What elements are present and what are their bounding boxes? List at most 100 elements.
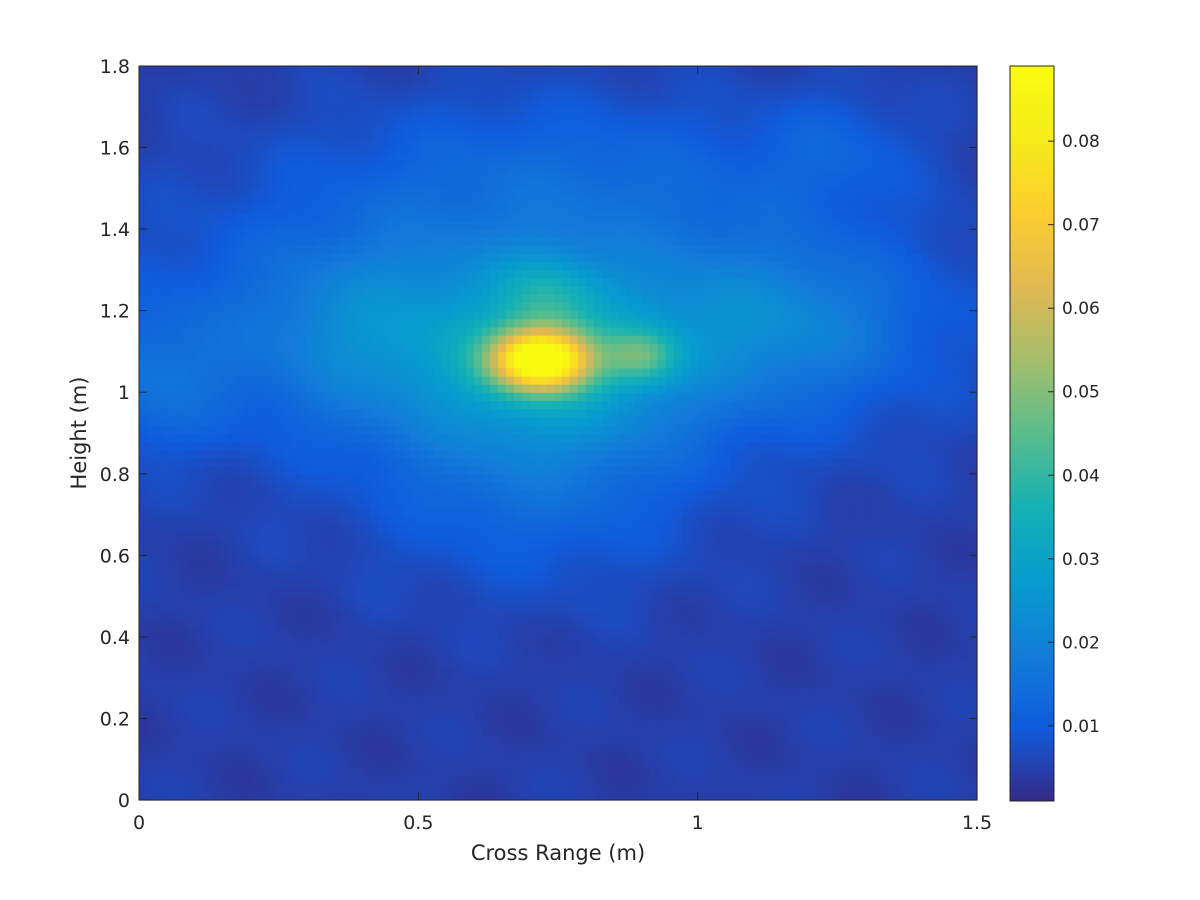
heatmap-cell — [881, 441, 890, 450]
heatmap-cell — [769, 457, 779, 467]
heatmap-cell — [506, 596, 515, 605]
heatmap-cell — [849, 514, 858, 524]
heatmap-cell — [881, 710, 890, 720]
heatmap-cell — [913, 791, 922, 801]
heatmap-cell — [865, 677, 874, 687]
heatmap-cell — [961, 775, 970, 785]
heatmap-cell — [498, 636, 507, 646]
heatmap-cell — [697, 677, 707, 687]
heatmap-cell — [913, 702, 922, 711]
heatmap-cell — [761, 473, 771, 483]
heatmap-cell — [697, 710, 707, 720]
heatmap-cell — [154, 759, 164, 768]
heatmap-cell — [282, 522, 292, 532]
heatmap-cell — [226, 539, 236, 548]
heatmap-cell — [170, 596, 180, 605]
heatmap-cell — [825, 416, 834, 426]
heatmap-cell — [641, 457, 651, 467]
heatmap-cell — [258, 481, 268, 491]
heatmap-cell — [426, 473, 435, 483]
heatmap-cell — [394, 563, 403, 573]
heatmap-cell — [713, 465, 723, 475]
heatmap-cell — [466, 433, 475, 442]
heatmap-cell — [873, 751, 882, 760]
heatmap-cell — [753, 751, 763, 760]
heatmap-cell — [266, 734, 276, 744]
heatmap-cell — [546, 702, 555, 711]
heatmap-cell — [386, 539, 395, 548]
heatmap-cell — [490, 506, 499, 516]
heatmap-cell — [849, 522, 858, 532]
heatmap-cell — [394, 783, 403, 793]
heatmap-cell — [929, 791, 938, 801]
heatmap-cell — [514, 693, 523, 703]
heatmap-cell — [522, 579, 531, 589]
heatmap-cell — [705, 783, 715, 793]
heatmap-cell — [833, 734, 842, 744]
heatmap-cell — [769, 416, 779, 426]
heatmap-cell — [474, 685, 483, 695]
heatmap-cell — [841, 742, 850, 752]
heatmap-cell — [450, 726, 459, 736]
heatmap-cell — [242, 669, 252, 679]
heatmap-cell — [673, 661, 683, 671]
heatmap-cell — [442, 465, 451, 475]
heatmap-cell — [170, 726, 180, 736]
heatmap-cell — [921, 563, 930, 573]
heatmap-cell — [139, 718, 148, 728]
heatmap-cell — [202, 539, 212, 548]
heatmap-cell — [250, 693, 260, 703]
heatmap-cell — [330, 702, 340, 711]
heatmap-cell — [569, 604, 579, 614]
heatmap-cell — [745, 791, 755, 801]
heatmap-cell — [338, 449, 348, 459]
heatmap-cell — [801, 677, 810, 687]
heatmap-cell — [721, 791, 731, 801]
heatmap-cell — [617, 791, 627, 801]
heatmap-cell — [849, 539, 858, 548]
heatmap-cell — [953, 669, 962, 679]
heatmap-cell — [969, 555, 978, 565]
heatmap-cell — [530, 710, 539, 720]
heatmap-cell — [170, 791, 180, 801]
heatmap-cell — [434, 522, 443, 532]
heatmap-cell — [466, 612, 475, 622]
heatmap-cell — [945, 710, 954, 720]
heatmap-cell — [346, 530, 356, 540]
heatmap-cell — [673, 767, 683, 777]
heatmap-cell — [625, 767, 635, 777]
heatmap-cell — [681, 587, 691, 597]
heatmap-cell — [154, 742, 164, 752]
heatmap-cell — [689, 775, 699, 785]
heatmap-cell — [490, 449, 499, 459]
heatmap-cell — [146, 693, 156, 703]
heatmap-cell — [825, 612, 834, 622]
heatmap-cell — [450, 604, 459, 614]
heatmap-cell — [402, 579, 411, 589]
heatmap-cell — [825, 775, 834, 785]
heatmap-cell — [649, 620, 659, 630]
heatmap-cell — [274, 751, 284, 760]
heatmap-cell — [482, 481, 491, 491]
heatmap-cell — [729, 783, 739, 793]
heatmap-cell — [593, 424, 603, 434]
heatmap-cell — [713, 441, 723, 450]
heatmap-cell — [825, 587, 834, 597]
heatmap-cell — [354, 441, 364, 450]
heatmap-cell — [354, 693, 364, 703]
heatmap-cell — [466, 522, 475, 532]
heatmap-cell — [498, 433, 507, 442]
heatmap-cell — [139, 645, 148, 654]
heatmap-cell — [689, 734, 699, 744]
heatmap-cell — [362, 759, 372, 768]
heatmap-cell — [913, 710, 922, 720]
heatmap-cell — [450, 612, 459, 622]
heatmap-cell — [282, 661, 292, 671]
heatmap-cell — [474, 693, 483, 703]
heatmap-cell — [290, 506, 300, 516]
heatmap-cell — [929, 620, 938, 630]
heatmap-cell — [530, 612, 539, 622]
heatmap-cell — [346, 441, 356, 450]
heatmap-cell — [370, 424, 380, 434]
heatmap-cell — [937, 636, 946, 646]
